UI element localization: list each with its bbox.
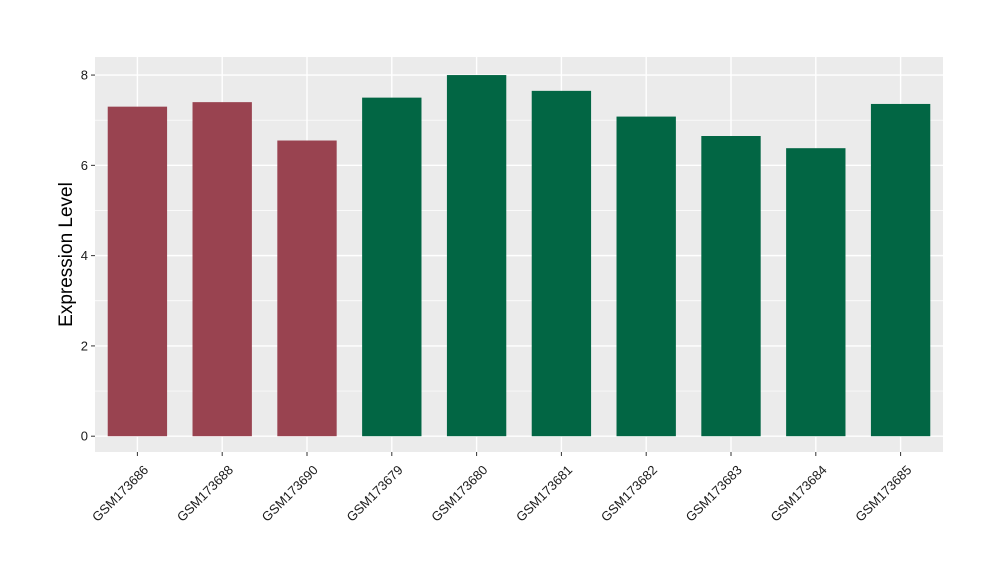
x-tick-label: GSM173684 bbox=[767, 462, 829, 524]
bar-GSM173690 bbox=[277, 140, 337, 437]
x-tick-label: GSM173682 bbox=[598, 462, 660, 524]
x-tick-label: GSM173690 bbox=[259, 462, 321, 524]
y-tick-label: 2 bbox=[81, 338, 88, 353]
bar-GSM173680 bbox=[446, 75, 507, 437]
y-tick-label: 4 bbox=[81, 248, 88, 263]
x-tick-label: GSM173679 bbox=[343, 462, 405, 524]
y-tick-label: 6 bbox=[81, 158, 88, 173]
bars bbox=[107, 75, 931, 437]
bar-GSM173682 bbox=[616, 116, 676, 437]
bar-GSM173679 bbox=[362, 97, 422, 437]
y-tick-label: 8 bbox=[81, 68, 88, 83]
x-tick-label: GSM173680 bbox=[428, 462, 490, 524]
y-axis-title: Expression Level bbox=[56, 182, 77, 327]
bar-GSM173683 bbox=[701, 136, 761, 437]
bar-GSM173688 bbox=[192, 102, 252, 437]
bar-GSM173685 bbox=[870, 103, 931, 437]
y-tick-label: 0 bbox=[81, 429, 88, 444]
x-axis: GSM173686 GSM173688 GSM173690 GSM173679 GSM1… bbox=[89, 452, 915, 525]
x-tick-label: GSM173686 bbox=[89, 462, 151, 524]
x-tick-label: GSM173685 bbox=[852, 462, 914, 524]
bar-GSM173681 bbox=[531, 90, 592, 437]
x-tick-label: GSM173683 bbox=[683, 462, 745, 524]
bar-GSM173686 bbox=[107, 106, 168, 437]
bar-GSM173684 bbox=[786, 148, 846, 437]
x-tick-label: GSM173681 bbox=[513, 462, 575, 524]
x-tick-label: GSM173688 bbox=[174, 462, 236, 524]
y-axis: 0 2 4 6 8 bbox=[81, 68, 95, 444]
